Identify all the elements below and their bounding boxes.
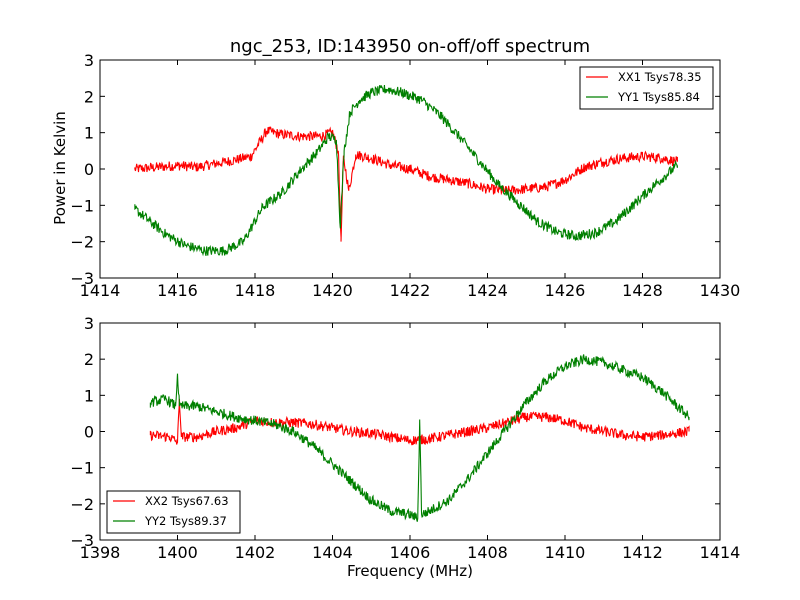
x-tick-label: 1420 <box>312 281 353 300</box>
x-tick-label: 1428 <box>622 281 663 300</box>
y-tick-label: 3 <box>84 51 94 70</box>
x-tick-label: 1404 <box>312 543 353 562</box>
legend-box <box>106 490 241 534</box>
series-line-1 <box>149 398 690 446</box>
y-tick-label: 0 <box>84 160 94 179</box>
legend: XX2 Tsys67.63 YY2 Tsys89.37 <box>106 490 241 534</box>
legend: XX1 Tsys78.35 YY1 Tsys85.84 <box>579 66 714 110</box>
y-tick-label: 1 <box>84 124 94 143</box>
series-line-1 <box>134 126 678 242</box>
x-tick-label: 1402 <box>235 543 276 562</box>
x-axis-label: Frequency (MHz) <box>347 562 473 580</box>
x-tick-label: 1426 <box>545 281 586 300</box>
y-tick-label: −3 <box>70 269 94 288</box>
legend-label: XX1 Tsys78.35 <box>618 70 702 84</box>
y-tick-label: 2 <box>84 87 94 106</box>
top-spectrum-plot: 1414 1416 1418 1420 1422 1424 1426 1428 1430 −3 −2… <box>70 51 740 300</box>
legend-label: YY1 Tsys85.84 <box>617 90 700 104</box>
x-tick-label: 1418 <box>235 281 276 300</box>
series-line-2 <box>149 354 690 522</box>
x-tick-label: 1414 <box>80 281 121 300</box>
x-tick-label: 1398 <box>80 543 121 562</box>
y-axis-label: Power in Kelvin <box>51 111 69 225</box>
y-tick-label: 1 <box>84 386 94 405</box>
bottom-spectrum-plot: 1398 1400 1402 1404 1406 1408 1410 1412 1414 −3 −2… <box>70 314 740 562</box>
x-tick-label: 1414 <box>700 543 741 562</box>
legend-box <box>579 66 714 110</box>
y-tick-label: 2 <box>84 350 94 369</box>
y-tick-label: −2 <box>70 495 94 514</box>
x-tick-label: 1430 <box>700 281 741 300</box>
legend-label: YY2 Tsys89.37 <box>144 514 227 528</box>
x-tick-label: 1400 <box>157 543 198 562</box>
y-tick-label: −2 <box>70 233 94 252</box>
legend-label: XX2 Tsys67.63 <box>145 494 229 508</box>
y-tick-label: 0 <box>84 423 94 442</box>
x-tick-label: 1412 <box>622 543 663 562</box>
x-tick-label: 1422 <box>390 281 431 300</box>
y-tick-label: −3 <box>70 531 94 550</box>
x-tick-label: 1406 <box>390 543 431 562</box>
y-tick-label: −1 <box>70 196 94 215</box>
x-tick-label: 1424 <box>467 281 508 300</box>
y-tick-label: −1 <box>70 459 94 478</box>
y-tick-label: 3 <box>84 314 94 333</box>
x-tick-label: 1416 <box>157 281 198 300</box>
chart-title: ngc_253, ID:143950 on-off/off spectrum <box>230 36 590 57</box>
x-tick-label: 1408 <box>467 543 508 562</box>
series-line-2 <box>134 84 678 257</box>
x-tick-label: 1410 <box>545 543 586 562</box>
